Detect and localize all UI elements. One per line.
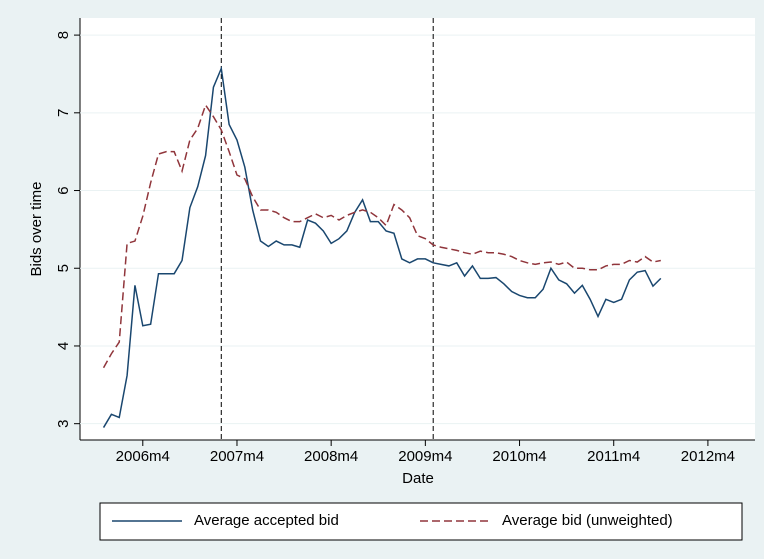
x-tick-label: 2008m4 xyxy=(304,448,358,465)
plot-area xyxy=(80,18,755,440)
x-tick-label: 2009m4 xyxy=(398,448,452,465)
y-tick-label: 5 xyxy=(55,264,72,272)
y-tick-label: 3 xyxy=(55,420,72,428)
series-line xyxy=(102,65,662,428)
x-tick-label: 2006m4 xyxy=(116,448,170,465)
x-tick-label: 2010m4 xyxy=(492,448,546,465)
x-tick-label: 2011m4 xyxy=(587,448,640,465)
series-line xyxy=(102,103,661,369)
legend-label: Average bid (unweighted) xyxy=(502,512,673,529)
y-tick-label: 4 xyxy=(55,342,72,350)
x-tick-label: 2012m4 xyxy=(681,448,735,465)
x-axis-label: Date xyxy=(402,470,434,487)
y-tick-label: 7 xyxy=(55,109,72,117)
y-tick-label: 8 xyxy=(55,31,72,39)
x-tick-label: 2007m4 xyxy=(210,448,264,465)
y-axis-label: Bids over time xyxy=(28,181,45,276)
legend-label: Average accepted bid xyxy=(194,512,339,529)
y-tick-label: 6 xyxy=(55,186,72,194)
